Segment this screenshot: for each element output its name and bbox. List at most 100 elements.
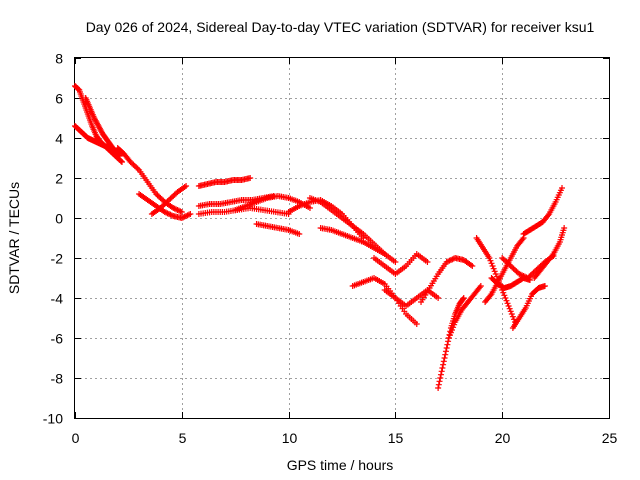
data-point [477, 283, 484, 289]
data-series-arc-02 [72, 123, 113, 151]
data-point [541, 283, 548, 289]
data-point [469, 263, 476, 269]
x-tick-label: 10 [282, 430, 298, 446]
data-point [500, 289, 507, 296]
data-marks [72, 83, 568, 391]
data-point [116, 152, 123, 159]
plot-frame [74, 57, 610, 419]
data-series-arc-08 [195, 193, 277, 209]
x-tick-label: 25 [602, 430, 618, 446]
data-point [450, 324, 457, 331]
data-point [381, 251, 388, 257]
y-tick-label: -6 [51, 331, 64, 347]
data-point [502, 295, 509, 301]
data-series-arc-20 [445, 283, 484, 341]
data-point [118, 158, 125, 165]
grid [75, 58, 609, 418]
data-point [508, 311, 515, 317]
data-point [296, 231, 303, 237]
data-series-arc-23 [488, 275, 533, 291]
data-point [438, 368, 445, 375]
data-point [187, 211, 194, 217]
data-point [445, 335, 452, 341]
data-point [435, 381, 442, 388]
data-point [506, 305, 513, 312]
data-series-arc-21 [473, 235, 519, 325]
y-tick-label: -2 [51, 251, 64, 267]
data-point [460, 296, 467, 302]
data-series-arc-25 [520, 185, 566, 237]
data-series-arc-04 [114, 145, 185, 215]
data-point [392, 259, 399, 265]
x-axis-label: GPS time / hours [287, 457, 394, 473]
y-tick-label: 0 [55, 211, 63, 227]
data-point [437, 375, 444, 381]
data-point [446, 332, 453, 339]
data-point [440, 358, 447, 365]
data-point [509, 313, 516, 320]
data-point [451, 321, 458, 328]
data-point [476, 284, 483, 291]
data-point [445, 338, 452, 345]
y-tick-label: -4 [51, 291, 64, 307]
data-point [439, 365, 446, 371]
data-point [490, 265, 497, 272]
y-axis-label: SDTVAR / TECUs [6, 182, 22, 294]
axis-ticks [75, 58, 610, 419]
data-point [437, 371, 444, 378]
data-point [435, 295, 442, 301]
data-point [440, 361, 447, 368]
y-tick-label: 2 [55, 171, 63, 187]
data-point [460, 295, 467, 301]
data-point [247, 175, 254, 181]
data-series-arc-16 [371, 251, 431, 277]
data-series-arc-03 [82, 95, 123, 159]
data-point [424, 259, 431, 265]
tick-labels: 0 5 10 15 20 25 -10 -8 -6 -4 -2 0 2 4 6 8 [43, 51, 618, 447]
x-tick-label: 15 [388, 430, 404, 446]
data-point [442, 351, 449, 358]
data-point [306, 205, 313, 211]
data-point [561, 225, 568, 231]
data-point [178, 209, 185, 215]
data-point [550, 253, 557, 259]
data-point [435, 385, 442, 391]
data-point [492, 271, 499, 277]
data-point [441, 355, 448, 361]
data-series-arc-06 [148, 183, 190, 217]
data-point [447, 329, 454, 336]
y-tick-label: -10 [43, 411, 63, 427]
data-point [116, 153, 123, 159]
data-point [503, 297, 510, 304]
data-series-arc-14 [317, 225, 388, 257]
data-series-arc-07 [195, 175, 254, 189]
y-tick-label: -8 [51, 371, 64, 387]
data-series-arc-24 [509, 283, 548, 331]
data-series-arc-11 [253, 221, 303, 237]
data-point [444, 341, 451, 348]
data-point [545, 212, 552, 219]
y-tick-label: 8 [55, 51, 63, 67]
data-series-arc-27 [499, 253, 557, 281]
data-point [436, 378, 443, 385]
data-point [118, 159, 125, 165]
data-point [489, 263, 496, 269]
data-point [442, 348, 449, 355]
data-point [505, 303, 512, 309]
data-point [183, 183, 190, 189]
data-point [488, 260, 495, 267]
data-point [504, 300, 511, 307]
data-point [486, 255, 493, 261]
data-point [519, 236, 526, 243]
data-point [559, 185, 566, 191]
data-point [487, 257, 494, 264]
data-point [413, 321, 420, 327]
y-tick-label: 6 [55, 91, 63, 107]
data-point [491, 268, 498, 275]
y-tick-label: 4 [55, 131, 63, 147]
data-point [449, 327, 456, 333]
x-tick-label: 0 [72, 430, 80, 446]
x-tick-label: 20 [495, 430, 511, 446]
data-point [493, 273, 500, 280]
data-point [501, 292, 508, 299]
